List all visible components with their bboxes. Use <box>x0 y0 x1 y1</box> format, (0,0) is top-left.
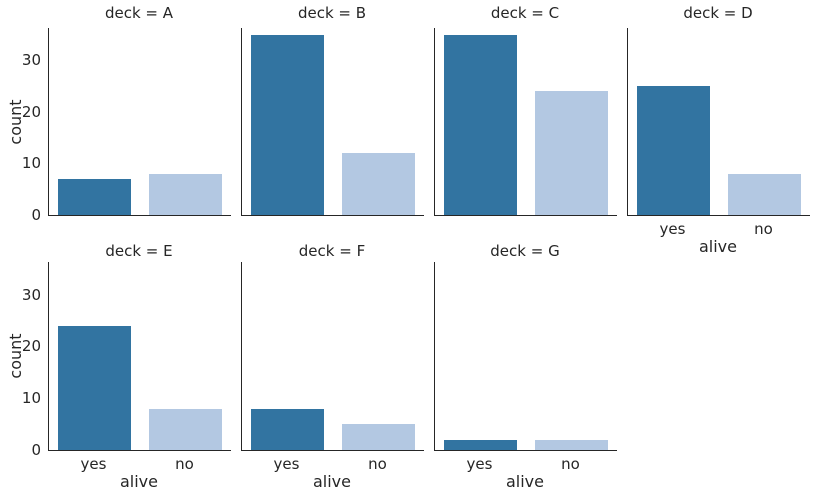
facet-title-deck-E: deck = E <box>105 242 173 260</box>
x-tick-label-deck-E-yes: yes <box>80 455 107 473</box>
facet-title-deck-C: deck = C <box>490 4 560 22</box>
bar-deck-D-no <box>728 173 801 215</box>
x-tick-label-deck-E-no: no <box>175 455 194 473</box>
facet-title-deck-A: deck = A <box>104 4 174 22</box>
y-tick-label-20: 20 <box>21 337 41 356</box>
y-tick-label-0: 0 <box>31 441 41 459</box>
y-tick-label-10: 10 <box>21 154 41 173</box>
axes-deck-C <box>434 28 617 216</box>
bar-deck-G-yes <box>444 439 517 450</box>
bar-deck-B-yes <box>251 34 324 215</box>
bar-deck-E-no <box>149 408 222 450</box>
bar-deck-C-yes <box>444 34 517 215</box>
x-tick-label-deck-D-yes: yes <box>659 220 686 238</box>
x-tick-label-deck-G-yes: yes <box>466 455 493 473</box>
facet-title-deck-G: deck = G <box>490 242 560 260</box>
axes-deck-E <box>48 262 231 451</box>
y-tick-label-30: 30 <box>21 51 41 70</box>
facet-title-deck-B: deck = B <box>297 4 367 22</box>
bar-deck-A-no <box>149 173 222 215</box>
x-tick-label-deck-G-no: no <box>561 455 580 473</box>
x-axis-label-deck-E: alive <box>119 472 158 491</box>
x-tick-label-deck-F-no: no <box>368 455 387 473</box>
bar-deck-F-no <box>342 424 415 450</box>
y-tick-label-30: 30 <box>21 285 41 304</box>
axes-deck-B <box>241 28 424 216</box>
y-tick-label-20: 20 <box>21 102 41 121</box>
y-tick-label-0: 0 <box>31 206 41 224</box>
x-axis-label-deck-G: alive <box>505 472 544 491</box>
facet-title-deck-D: deck = D <box>683 4 753 22</box>
x-tick-label-deck-F-yes: yes <box>273 455 300 473</box>
x-axis-label-deck-D: alive <box>698 237 737 256</box>
x-axis-label-deck-F: alive <box>312 472 351 491</box>
bar-deck-E-yes <box>58 325 131 450</box>
y-axis-label: count <box>6 333 25 379</box>
axes-deck-G <box>434 262 617 451</box>
y-tick-label-10: 10 <box>21 389 41 408</box>
bar-deck-B-no <box>342 153 415 215</box>
x-tick-label-deck-D-no: no <box>754 220 773 238</box>
bar-deck-F-yes <box>251 408 324 450</box>
axes-deck-D <box>627 28 810 216</box>
y-axis-label: count <box>6 98 25 145</box>
bar-deck-C-no <box>535 91 608 215</box>
axes-deck-A <box>48 28 231 216</box>
facet-title-deck-F: deck = F <box>298 242 366 260</box>
bar-deck-G-no <box>535 439 608 450</box>
bar-deck-A-yes <box>58 178 131 215</box>
axes-deck-F <box>241 262 424 451</box>
bar-deck-D-yes <box>637 86 710 215</box>
